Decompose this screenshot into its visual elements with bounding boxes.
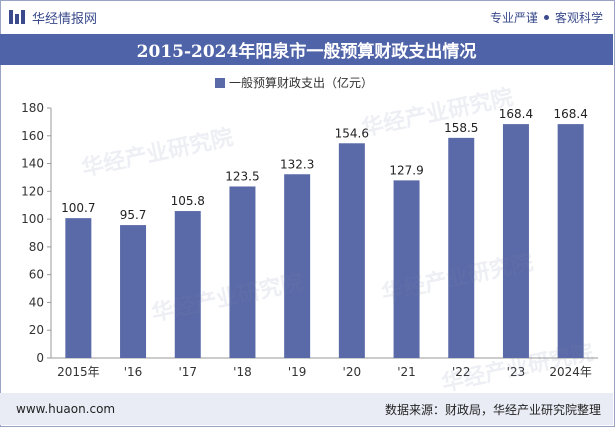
- legend-label: 一般预算财政支出（亿元）: [229, 75, 373, 90]
- x-tick-label: '22: [452, 365, 471, 379]
- x-tick-label: '23: [507, 365, 526, 379]
- y-tick-label: 60: [29, 268, 44, 282]
- x-tick-label: 2024年: [549, 365, 592, 379]
- y-tick-label: 40: [29, 295, 44, 309]
- bar: [174, 211, 201, 358]
- brand-name: 华经情报网: [32, 11, 98, 27]
- slogan-right: 客观科学: [554, 10, 603, 25]
- y-tick-label: 0: [36, 351, 44, 365]
- y-tick-label: 140: [21, 157, 44, 171]
- data-label: 168.4: [553, 107, 587, 121]
- y-tick-label: 20: [29, 323, 44, 337]
- x-tick-label: '20: [343, 365, 362, 379]
- legend: 一般预算财政支出（亿元）: [215, 75, 373, 90]
- slogan: 专业严谨 客观科学: [490, 9, 603, 26]
- x-tick-label: '18: [233, 365, 252, 379]
- slogan-left: 专业严谨: [489, 10, 538, 25]
- data-label: 154.6: [335, 126, 369, 140]
- y-tick-label: 160: [21, 129, 44, 143]
- data-label: 132.3: [280, 157, 314, 171]
- footer: www.huaon.com 数据来源：财政局，华经产业研究院整理: [0, 393, 613, 425]
- y-tick-label: 80: [29, 240, 44, 254]
- brand-logo-icon: [9, 10, 25, 24]
- bar: [120, 225, 147, 358]
- data-label: 127.9: [389, 163, 423, 177]
- y-tick-label: 100: [21, 212, 44, 226]
- data-label: 168.4: [499, 107, 533, 121]
- bar: [229, 186, 256, 358]
- y-tick-label: 120: [21, 184, 44, 198]
- data-label: 105.8: [171, 194, 205, 208]
- y-tick-label: 180: [21, 101, 44, 115]
- x-tick-label: 2015年: [57, 365, 100, 379]
- bar: [338, 143, 365, 358]
- bar: [448, 137, 475, 358]
- bars: 100.7 95.7 105.8 123.5 132.3 154.6 127.9 158.5 1…: [61, 107, 588, 358]
- x-tick-label: '16: [124, 365, 143, 379]
- axes: 0 20 40 60 80 100 120 140 160 180 2015年 '16 '17 '18 '1…: [21, 101, 598, 379]
- bar: [502, 124, 529, 358]
- footer-source: 数据来源：财政局，华经产业研究院整理: [384, 402, 601, 417]
- bar-chart: 一般预算财政支出（亿元） 0 20 40 60 80 100 120 140 160 180 201…: [21, 75, 598, 379]
- brand: 华经情报网: [8, 8, 97, 27]
- legend-swatch: [215, 78, 225, 88]
- bar: [557, 124, 584, 358]
- bar: [393, 180, 420, 358]
- top-bar: 华经情报网 专业严谨 客观科学: [0, 0, 613, 34]
- bar: [284, 174, 311, 358]
- x-tick-label: '19: [288, 365, 307, 379]
- bar: [65, 218, 92, 358]
- data-label: 95.7: [120, 208, 147, 222]
- chart-title: 2015-2024年阳泉市一般预算财政支出情况: [0, 34, 613, 65]
- slogan-dot-icon: [543, 14, 549, 20]
- x-tick-label: '21: [397, 365, 416, 379]
- x-tick-label: '17: [178, 365, 197, 379]
- data-label: 100.7: [61, 201, 95, 215]
- data-label: 123.5: [225, 169, 259, 183]
- data-label: 158.5: [444, 121, 478, 135]
- footer-url[interactable]: www.huaon.com: [16, 402, 116, 416]
